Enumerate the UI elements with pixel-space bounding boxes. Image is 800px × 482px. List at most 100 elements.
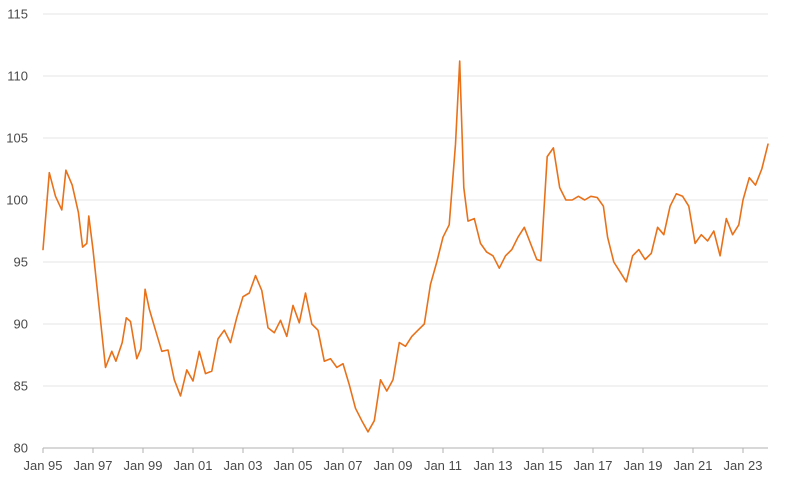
x-tick-label: Jan 97 xyxy=(73,458,112,473)
data-point xyxy=(459,60,461,62)
data-point xyxy=(144,288,146,290)
y-tick-label: 85 xyxy=(14,379,28,394)
data-point xyxy=(411,336,413,338)
data-point xyxy=(651,253,653,255)
x-tick-label: Jan 95 xyxy=(23,458,62,473)
data-point xyxy=(738,224,740,226)
x-tick-label: Jan 05 xyxy=(273,458,312,473)
y-tick-label: 100 xyxy=(6,193,28,208)
data-point xyxy=(463,187,465,189)
data-point xyxy=(553,147,555,149)
data-point xyxy=(663,234,665,236)
data-point xyxy=(386,390,388,392)
data-point xyxy=(619,271,621,273)
data-point xyxy=(242,296,244,298)
plot-area xyxy=(42,60,769,433)
data-point xyxy=(536,259,538,261)
data-point xyxy=(255,275,257,277)
data-point xyxy=(540,260,542,262)
data-point xyxy=(701,234,703,236)
data-point xyxy=(192,380,194,382)
x-tick-label: Jan 99 xyxy=(123,458,162,473)
data-point xyxy=(748,177,750,179)
data-point xyxy=(713,230,715,232)
data-point xyxy=(71,184,73,186)
series-line-0 xyxy=(42,60,769,433)
data-point xyxy=(423,323,425,325)
data-point xyxy=(111,350,113,352)
data-point xyxy=(742,199,744,201)
data-point xyxy=(86,243,88,245)
data-point xyxy=(280,319,282,321)
data-point xyxy=(436,261,438,263)
data-point xyxy=(355,408,357,410)
x-axis xyxy=(42,447,768,453)
data-point xyxy=(42,249,44,251)
data-point xyxy=(180,395,182,397)
data-point xyxy=(105,367,107,369)
data-point xyxy=(348,384,350,386)
x-tick-label: Jan 01 xyxy=(173,458,212,473)
y-tick-label: 95 xyxy=(14,255,28,270)
data-point xyxy=(480,243,482,245)
x-tick-label: Jan 11 xyxy=(424,458,462,473)
data-point xyxy=(755,184,757,186)
x-axis-tick-labels: Jan 95 Jan 97 Jan 99 Jan 01 Jan 03 Jan 05 Jan … xyxy=(23,458,762,473)
data-point xyxy=(78,212,80,214)
y-tick-label: 110 xyxy=(7,69,28,84)
data-point xyxy=(571,199,573,201)
data-point xyxy=(55,195,57,197)
data-point xyxy=(361,420,363,422)
data-point xyxy=(694,243,696,245)
data-point xyxy=(584,199,586,201)
data-point xyxy=(590,195,592,197)
data-point xyxy=(596,197,598,199)
data-point xyxy=(473,218,475,220)
x-tick-label: Jan 09 xyxy=(373,458,412,473)
data-point xyxy=(223,329,225,331)
data-point xyxy=(298,322,300,324)
data-point xyxy=(205,373,207,375)
data-point xyxy=(430,284,432,286)
x-tick-label: Jan 21 xyxy=(673,458,712,473)
data-point xyxy=(603,205,605,207)
data-point xyxy=(498,267,500,269)
data-point xyxy=(767,143,769,145)
gridlines xyxy=(43,13,768,387)
data-point xyxy=(644,259,646,261)
data-point xyxy=(140,348,142,350)
data-point xyxy=(726,218,728,220)
data-point xyxy=(267,327,269,329)
data-point xyxy=(342,363,344,365)
data-point xyxy=(492,255,494,257)
data-point xyxy=(92,249,94,251)
data-point xyxy=(707,240,709,242)
y-tick-label: 105 xyxy=(6,131,28,146)
data-point xyxy=(719,255,721,257)
data-point xyxy=(317,329,319,331)
data-point xyxy=(373,420,375,422)
y-tick-label: 90 xyxy=(14,317,28,332)
data-point xyxy=(217,338,219,340)
data-point xyxy=(167,349,169,351)
data-point xyxy=(657,226,659,228)
data-point xyxy=(578,195,580,197)
data-point xyxy=(230,342,232,344)
data-point xyxy=(511,249,513,251)
data-point xyxy=(48,172,50,174)
data-point xyxy=(186,369,188,371)
data-point xyxy=(336,367,338,369)
data-point xyxy=(98,308,100,310)
data-point xyxy=(330,358,332,360)
data-point xyxy=(442,236,444,238)
data-point xyxy=(638,249,640,251)
data-point xyxy=(392,379,394,381)
data-point xyxy=(130,321,132,323)
data-point xyxy=(261,290,263,292)
x-tick-label: Jan 07 xyxy=(323,458,362,473)
data-point xyxy=(273,332,275,334)
data-point xyxy=(136,358,138,360)
data-point xyxy=(523,226,525,228)
data-point xyxy=(448,224,450,226)
data-point xyxy=(546,156,548,158)
